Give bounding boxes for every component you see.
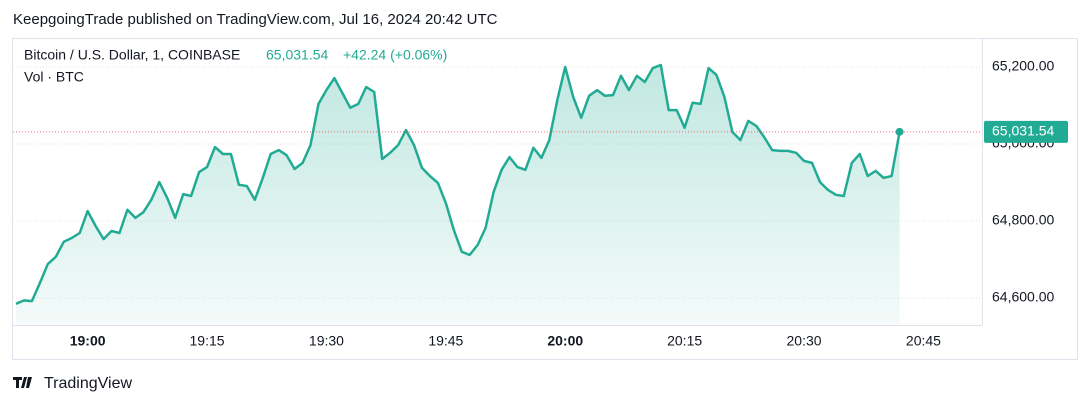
x-tick-label: 20:45 [906,333,941,349]
brand-name: TradingView [44,375,132,392]
chart-frame [12,38,1078,360]
y-tick-label: 64,800.00 [992,212,1054,228]
last-price-badge [984,120,1068,143]
logo-mark [13,377,32,388]
area-fill [16,65,900,325]
y-tick-label: 64,600.00 [992,289,1054,305]
x-tick-label: 19:00 [70,333,106,349]
legend-price: 65,031.54 [266,47,328,63]
x-tick-label: 20:00 [547,333,583,349]
last-price-label: 65,031.54 [992,123,1054,139]
header-text: KeepgoingTrade published on TradingView.… [13,11,498,28]
x-tick-label: 20:30 [787,333,822,349]
legend-symbol: Bitcoin / U.S. Dollar, 1, COINBASE [24,47,240,63]
legend-volume: Vol · BTC [24,69,84,85]
price-line [15,63,901,305]
brand-logo: TradingView [13,375,132,392]
x-tick-label: 20:15 [667,333,702,349]
x-tick-label: 19:15 [190,333,225,349]
plot-area [13,63,982,325]
legend-change: +42.24 (+0.06%) [343,47,447,63]
x-tick-label: 19:45 [428,333,463,349]
last-price-dot [895,127,904,136]
x-tick-label: 19:30 [309,333,344,349]
y-tick-label: 65,200.00 [992,58,1054,74]
